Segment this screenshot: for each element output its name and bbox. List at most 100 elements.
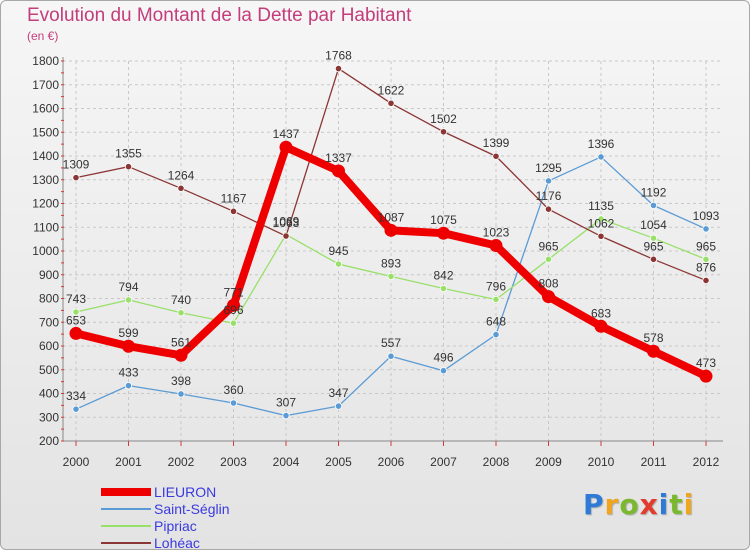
data-label: 965 [538,239,558,253]
data-point [542,290,555,304]
data-label: 1075 [430,213,457,227]
data-point [72,405,80,413]
series-layer [69,65,713,420]
data-label: 1264 [168,168,195,182]
data-label: 334 [66,389,86,403]
y-tick-label: 1000 [32,244,59,258]
data-label: 578 [643,331,663,345]
data-label: 965 [643,239,663,253]
data-label: 771 [223,285,243,299]
data-point [489,239,503,253]
legend-swatch [101,488,151,496]
data-point [492,330,500,339]
data-point [544,177,553,185]
data-point [647,344,660,358]
data-label: 398 [171,374,191,388]
data-point [282,232,290,240]
legend-item: Saint-Séglin [101,501,321,517]
legend-swatch [101,508,151,510]
y-tick-label: 1600 [32,102,59,116]
data-label: 1309 [63,158,90,172]
data-label: 1502 [430,112,457,126]
data-label: 1437 [273,127,300,141]
data-point [597,153,605,161]
data-point [69,326,83,340]
chart-title: Evolution du Montant de la Dette par Hab… [27,5,412,26]
data-label: 473 [696,356,716,370]
data-label-layer: 653 599 561 771 1437 1337 1087 1075 1023 808 683 57… [63,49,720,410]
y-tick-label: 1200 [32,197,59,211]
y-tick-label: 500 [39,363,59,377]
x-tick-label: 2010 [588,455,615,469]
data-point [649,201,658,209]
data-label: 842 [433,269,453,283]
data-point [544,205,553,213]
data-point [439,284,448,293]
y-tick-label: 700 [39,315,59,329]
data-point [229,399,238,407]
data-label: 1023 [483,226,510,240]
y-tick-label: 1500 [32,125,59,139]
data-label: 561 [171,335,191,349]
data-label: 1355 [115,147,142,161]
data-point [544,255,553,263]
x-tick-label: 2005 [325,455,352,469]
x-tick-label: 2006 [378,455,405,469]
chart-subtitle: (en €) [27,29,59,43]
data-point [387,272,395,281]
legend-item: Lohéac [101,535,321,549]
data-label: 808 [538,277,558,291]
data-point [72,308,80,316]
data-point [597,215,605,223]
x-tick-label: 2004 [273,455,300,469]
data-label: 648 [486,315,506,329]
data-point [279,140,293,154]
x-tick-label: 2002 [168,455,195,469]
data-point [174,348,188,362]
y-tick-label: 800 [39,292,59,306]
data-point [597,232,605,240]
data-label: 653 [66,313,86,327]
data-label: 1069 [273,215,300,229]
data-label: 740 [171,293,191,307]
x-tick-label: 2000 [63,455,90,469]
logo-letter: i [658,488,670,521]
data-label: 360 [223,383,243,397]
y-tick-label: 1400 [32,149,59,163]
data-label: 965 [696,239,716,253]
data-label: 1054 [640,218,667,232]
data-label: 696 [223,303,243,317]
data-label: 307 [276,396,296,410]
y-tick-label: 1800 [32,54,59,68]
data-label: 1337 [325,151,352,165]
data-label: 794 [118,280,138,294]
data-point [702,225,710,233]
data-label: 599 [118,326,138,340]
legend-swatch [101,542,151,544]
y-tick-label: 1700 [32,78,59,92]
y-tick-label: 300 [39,410,59,424]
data-label: 743 [66,292,86,306]
data-point [282,411,290,420]
data-point [437,226,450,240]
logo-letter: x [639,488,659,521]
data-label: 496 [433,351,453,365]
y-tick-label: 1300 [32,173,59,187]
x-tick-label: 2009 [535,455,562,469]
data-label: 945 [328,244,348,258]
y-tick-label: 200 [39,434,59,448]
y-tick-label: 400 [39,387,59,401]
data-point [649,255,658,263]
data-point [124,382,133,390]
data-point [649,234,658,242]
x-tick-label: 2011 [641,455,667,469]
data-label: 1135 [588,199,614,213]
data-point [177,390,185,398]
data-point [439,128,448,136]
y-tick-label: 900 [39,268,59,282]
data-point [334,260,343,268]
data-point [387,99,395,107]
legend-label: Pipriac [154,518,197,534]
data-point [384,223,398,237]
